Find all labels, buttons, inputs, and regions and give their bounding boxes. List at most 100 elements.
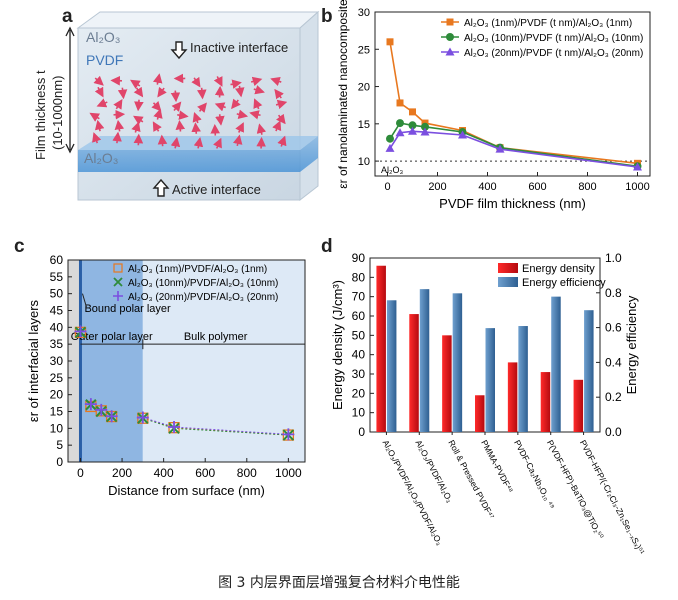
dipole-arrow <box>270 76 282 87</box>
legend-label-c: Al₂O₃ (1nm)/PVDF/Al₂O₃ (1nm) <box>128 264 267 275</box>
legend-label-b: Al₂O₃ (20nm)/PVDF (t nm)/Al₂O₃ (20nm) <box>464 48 643 59</box>
laminate-schematic: Al₂O₃ PVDF Al₂O₃ Inactive interface Acti… <box>33 10 320 202</box>
y2-tick-label-d: 0.6 <box>605 321 622 335</box>
y-tick-label-c: 5 <box>56 438 63 452</box>
category-label-d: Al₂O₃/PVDF/Al₂O₃/PVDF/Al₂O₃ <box>381 438 445 547</box>
x-axis-label-c: Distance from surface (nm) <box>108 483 265 498</box>
panel-c-chart: c 0 200 400 600 800 1000 0 5 10 15 20 25 30 35 40 45 50 5… <box>0 232 320 562</box>
data-point-b <box>385 143 395 152</box>
y-axis-label-d: Energy density (J/cm³) <box>330 280 345 410</box>
dipole-arrow <box>193 136 204 149</box>
dipole-arrow <box>213 76 223 87</box>
dipole-arrow <box>233 134 243 147</box>
data-point-b <box>421 122 429 131</box>
dipole-arrow <box>230 79 242 89</box>
legend-marker-c <box>113 277 123 287</box>
dipole-arrow <box>253 85 265 95</box>
y-tick-label-d: 50 <box>352 328 366 342</box>
dipole-arrow <box>134 99 144 112</box>
dipole-arrow <box>191 122 201 134</box>
y-tick-label-d: 30 <box>352 367 366 381</box>
energy-efficiency-bar <box>452 293 463 432</box>
data-point-c <box>74 325 87 338</box>
energy-efficiency-bar <box>419 289 430 432</box>
energy-density-bar <box>442 335 452 432</box>
dipole-arrow <box>93 75 104 86</box>
active-interface-arrow-icon <box>152 178 170 197</box>
y2-tick-label-d: 1.0 <box>605 251 622 265</box>
active-interface-label: Active interface <box>172 182 261 197</box>
dipole-arrow <box>117 87 128 100</box>
y-tick-label-b: 15 <box>358 119 370 131</box>
dipole-arrow <box>277 135 287 147</box>
data-point-b <box>396 119 404 128</box>
data-point-b <box>633 162 642 171</box>
x-tick-label-b: 600 <box>528 181 546 193</box>
legend-label-c: Al₂O₃ (10nm)/PVDF/Al₂O₃ (10nm) <box>128 278 278 289</box>
category-label-d: PVDF-HFP/(-Cr₂Cl₃-Zn₁Se₁₋ₓSₓ)⁵¹ <box>578 438 647 556</box>
x-tick-label-c: 0 <box>77 466 84 480</box>
x-tick-label-c: 800 <box>237 466 257 480</box>
region-label-bound-c: Bound polar layer <box>84 303 171 315</box>
series-line-b <box>389 41 638 165</box>
legend-marker-c <box>113 263 123 273</box>
dipole-arrow <box>130 79 141 89</box>
thickness-label: Film thickness t <box>33 70 48 160</box>
panel-label-a: a <box>62 6 73 27</box>
panel-label-d: d <box>321 236 333 257</box>
y-tick-label-c: 45 <box>50 304 64 318</box>
dipole-arrow <box>249 110 261 120</box>
region-label-bulk-c: Bulk polymer <box>184 331 248 343</box>
dipole-arrow <box>234 85 245 98</box>
y-tick-label-c: 30 <box>50 354 64 368</box>
dipole-arrow <box>170 90 181 103</box>
data-point-c <box>84 398 97 411</box>
y-tick-label-c: 55 <box>50 270 64 284</box>
bottom-layer-label: Al₂O₃ <box>84 150 118 166</box>
y-axis-label-b: εr of nanolaminated nanocomposite <box>336 0 350 189</box>
panel-a-schematic: a Al₂O₃ PVDF Al₂O₃ <box>0 0 320 225</box>
dipole-arrow <box>94 86 104 98</box>
dipole-arrow <box>113 109 126 120</box>
y-tick-label-b: 10 <box>358 156 370 168</box>
y-tick-label-c: 40 <box>50 320 64 334</box>
region-label-outer-c: Outer polar layer <box>71 331 153 343</box>
energy-efficiency-bar <box>386 300 397 432</box>
y-tick-label-c: 0 <box>56 455 63 469</box>
figure-caption: 图 3 内层界面层增强复合材料介电性能 <box>218 575 460 591</box>
panel-d-chart: d 0 10 20 30 40 50 60 70 80 90 0.0 0.2 0.4 0.6 0.8 1.0 E… <box>315 232 678 562</box>
dipole-arrow <box>114 119 125 132</box>
legend-label-c: Al₂O₃ (20nm)/PVDF/Al₂O₃ (20nm) <box>128 292 278 303</box>
dipole-arrow <box>92 132 102 144</box>
dipole-arrow <box>276 113 286 125</box>
energy-density-bar <box>507 362 518 432</box>
legend-label-b: Al₂O₃ (1nm)/PVDF (t nm)/Al₂O₃ (1nm) <box>464 18 632 29</box>
inactive-interface-label: Inactive interface <box>190 40 288 55</box>
dipole-arrow <box>214 102 226 112</box>
legend-label-d: Energy efficiency <box>522 277 606 289</box>
region-outer-polar-c <box>80 260 143 462</box>
dipole-arrow <box>210 123 221 136</box>
y-tick-label-b: 25 <box>358 44 370 56</box>
dipole-arrow <box>96 98 108 108</box>
dipole-arrow <box>171 101 182 112</box>
data-point-c <box>136 411 149 424</box>
dipole-arrow <box>133 86 144 98</box>
y-axis-label-c: εr of interfacial layers <box>26 299 41 422</box>
y-tick-label-c: 10 <box>50 421 64 435</box>
dipole-arrow <box>192 111 202 124</box>
data-point-b <box>495 144 505 153</box>
dipole-arrow <box>214 85 225 98</box>
dipole-arrow <box>250 76 263 87</box>
data-point-b <box>395 128 405 137</box>
data-point-c <box>105 410 118 423</box>
dipole-arrow <box>215 114 225 126</box>
dipole-arrow <box>275 99 288 110</box>
y-tick-label-d: 60 <box>352 309 366 323</box>
dipole-arrow <box>113 99 123 110</box>
dipole-arrow <box>213 137 222 149</box>
dipole-arrow <box>170 136 181 149</box>
dipole-arrow <box>256 123 267 135</box>
legend-marker-b <box>446 18 454 26</box>
energy-density-bar <box>573 379 584 432</box>
